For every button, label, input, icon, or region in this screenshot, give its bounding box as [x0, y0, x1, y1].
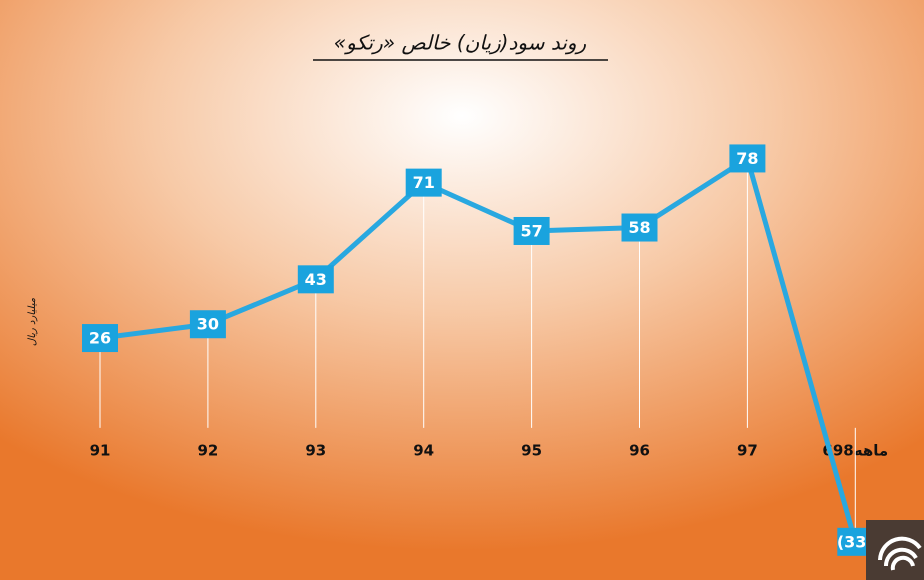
value-label: 57: [520, 221, 542, 240]
point-box: [729, 144, 766, 173]
value-label: 78: [736, 149, 758, 168]
x-tick-label: 91: [90, 442, 111, 460]
logo: [866, 520, 924, 580]
value-label: 26: [89, 329, 111, 348]
x-tick-label: 97: [737, 442, 758, 460]
point-box: [82, 324, 118, 353]
value-label: 58: [628, 218, 650, 237]
x-tick-label: 93: [305, 442, 326, 460]
value-label: 71: [413, 173, 435, 192]
value-label: 43: [305, 270, 327, 289]
x-tick-label: 96: [629, 442, 650, 460]
value-label: 30: [197, 315, 219, 334]
point-box: [621, 213, 658, 242]
point-box: [297, 265, 334, 294]
logo-arc: [883, 547, 918, 567]
logo-arc: [878, 536, 922, 561]
x-tick-label: 92: [197, 442, 218, 460]
y-axis-label: میلیارد ریال: [27, 297, 38, 346]
x-tick-label: 94: [413, 442, 434, 460]
logo-arc: [890, 555, 915, 571]
chart-title: روند سود(زیان) خالص «رتکو»: [334, 31, 587, 55]
point-box: [513, 216, 550, 245]
point-box: [189, 310, 226, 339]
x-tick-label: 95: [521, 442, 542, 460]
point-box: [405, 168, 442, 197]
value-label: (33): [837, 532, 874, 551]
